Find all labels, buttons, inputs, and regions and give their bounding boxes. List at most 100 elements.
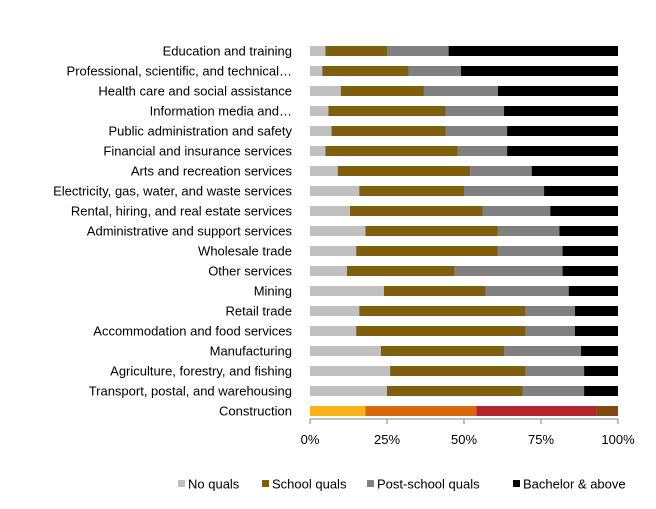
bar-segment [448, 46, 618, 56]
bar-segment [387, 46, 449, 56]
category-label: Agriculture, forestry, and fishing [110, 364, 292, 379]
category-label: Transport, postal, and warehousing [89, 384, 292, 399]
bar-segment [507, 126, 618, 136]
bar-segment [423, 86, 498, 96]
category-label: Education and training [163, 44, 292, 59]
bar-segment [581, 346, 618, 356]
bar-segment [325, 46, 387, 56]
bar-segment [504, 106, 618, 116]
x-tick-label: 25% [374, 432, 400, 447]
bar-segment [310, 406, 366, 416]
bar-segment [525, 326, 575, 336]
bar-segment [408, 66, 461, 76]
bar-segment [310, 386, 387, 396]
category-label: Wholesale trade [198, 244, 292, 259]
bar-segment [574, 326, 618, 336]
category-label: Information media and… [150, 104, 292, 119]
category-label: Public administration and safety [108, 124, 292, 139]
bar-segment [497, 86, 618, 96]
legend-label: Post-school quals [377, 477, 480, 492]
bar-segment [310, 366, 391, 376]
bar-segment [460, 66, 618, 76]
bar-segment [325, 146, 458, 156]
bar-segment [476, 406, 597, 416]
bar-segment [390, 366, 526, 376]
x-tick-label: 100% [601, 432, 635, 447]
category-label: Administrative and support services [87, 224, 293, 239]
category-label: Accommodation and food services [93, 324, 292, 339]
legend-swatch [513, 480, 520, 487]
category-label: Financial and insurance services [103, 144, 292, 159]
category-label: Rental, hiring, and real estate services [71, 204, 293, 219]
bars-layer [310, 46, 618, 416]
bar-segment [359, 306, 526, 316]
bar-segment [310, 106, 329, 116]
x-axis: 0% 25% 50% 75% 100% [301, 418, 635, 447]
category-label: Construction [219, 404, 292, 419]
legend-label: No quals [188, 477, 240, 492]
bar-segment [485, 286, 569, 296]
bar-segment [464, 186, 545, 196]
category-label: Arts and recreation services [131, 164, 293, 179]
bar-segment [584, 366, 618, 376]
bar-segment [559, 226, 618, 236]
bar-segment [356, 246, 498, 256]
bar-segment [497, 246, 563, 256]
bar-segment [574, 306, 618, 316]
bar-segment [525, 366, 585, 376]
category-label: Mining [254, 284, 292, 299]
bar-segment [531, 166, 618, 176]
bar-segment [331, 126, 446, 136]
bar-segment [346, 266, 455, 276]
bar-segment [350, 206, 483, 216]
bar-segment [562, 246, 618, 256]
bar-segment [310, 226, 366, 236]
category-label: Manufacturing [210, 344, 292, 359]
bar-segment [525, 306, 575, 316]
bar-segment [310, 166, 338, 176]
bar-segment [310, 146, 326, 156]
x-tick-label: 50% [451, 432, 477, 447]
bar-segment [504, 346, 582, 356]
bar-segment [544, 186, 618, 196]
category-label: Other services [208, 264, 292, 279]
legend-swatch [367, 480, 374, 487]
bar-segment [310, 186, 360, 196]
category-label: Electricity, gas, water, and waste servi… [53, 184, 292, 199]
bar-segment [596, 406, 618, 416]
bar-segment [497, 226, 560, 236]
bar-segment [365, 226, 498, 236]
legend-swatch [178, 480, 185, 487]
bar-segment [310, 266, 347, 276]
bar-segment [445, 126, 508, 136]
bar-segment [568, 286, 618, 296]
legend: No quals School quals Post-school quals Bac… [178, 477, 626, 492]
bar-segment [322, 66, 409, 76]
bar-segment [584, 386, 618, 396]
bar-segment [562, 266, 618, 276]
bar-segment [310, 66, 323, 76]
bar-segment [328, 106, 446, 116]
bar-segment [310, 86, 341, 96]
bar-segment [550, 206, 618, 216]
x-tick-label: 75% [528, 432, 554, 447]
bar-segment [310, 46, 326, 56]
category-label: Health care and social assistance [98, 84, 292, 99]
bar-segment [310, 126, 332, 136]
bar-segment [337, 166, 471, 176]
bar-segment [359, 186, 464, 196]
bar-segment [310, 246, 357, 256]
bar-segment [470, 166, 532, 176]
bar-segment [310, 306, 360, 316]
bar-segment [507, 146, 618, 156]
category-label: Professional, scientific, and technical… [67, 64, 292, 79]
category-labels: Education and training Professional, scie… [53, 44, 292, 419]
bar-segment [482, 206, 551, 216]
legend-label: Bachelor & above [523, 477, 626, 492]
bar-segment [356, 326, 526, 336]
bar-segment [310, 286, 384, 296]
bar-segment [340, 86, 424, 96]
bar-segment [522, 386, 585, 396]
